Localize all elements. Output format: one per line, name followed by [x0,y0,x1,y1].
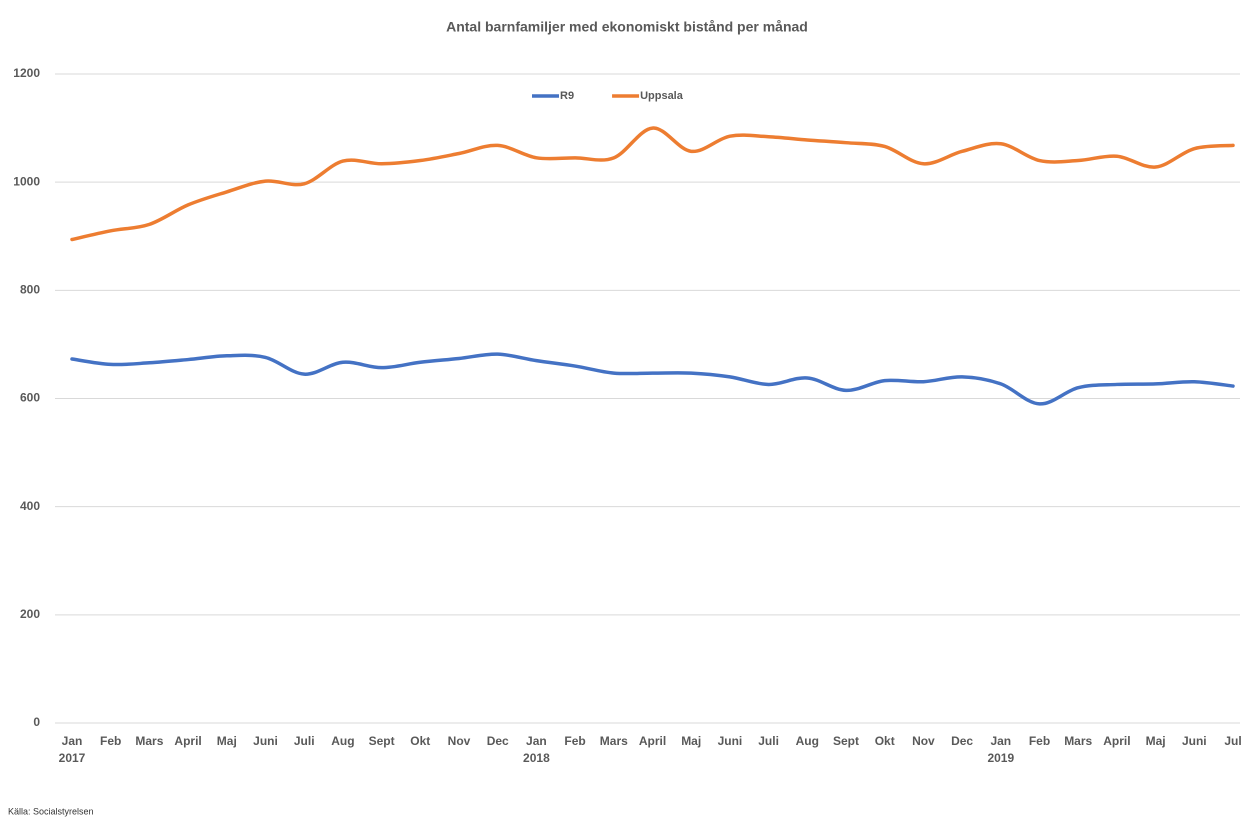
y-tick-label: 1200 [13,66,40,80]
x-tick-label: Juli [758,734,779,748]
x-tick-label: Feb [564,734,585,748]
y-tick-label: 200 [20,607,40,621]
x-tick-label: Sept [369,734,395,748]
x-year-label: 2018 [523,751,550,765]
y-tick-label: 600 [20,391,40,405]
x-tick-label: Mars [600,734,628,748]
x-tick-label: Okt [875,734,895,748]
source-note: Källa: Socialstyrelsen [8,806,94,816]
x-tick-label: Okt [410,734,430,748]
x-tick-label: Jul [1224,734,1241,748]
x-tick-label: Dec [487,734,509,748]
x-tick-label: April [1103,734,1130,748]
x-tick-label: Maj [681,734,701,748]
x-tick-label: Feb [100,734,121,748]
x-tick-label: Mars [1064,734,1092,748]
legend-label: Uppsala [640,90,684,102]
x-tick-label: Jan [62,734,83,748]
x-tick-label: Sept [833,734,859,748]
x-tick-label: Juni [1182,734,1207,748]
y-tick-label: 800 [20,283,40,297]
line-series [70,126,1235,242]
y-tick-label: 1000 [13,174,40,188]
y-tick-label: 0 [33,715,40,729]
x-tick-label: Nov [912,734,935,748]
x-tick-label: Dec [951,734,973,748]
x-tick-label: Jan [526,734,547,748]
x-tick-label: Nov [448,734,471,748]
x-tick-label: Juli [294,734,315,748]
x-tick-label: Mars [135,734,163,748]
chart-title: Antal barnfamiljer med ekonomiskt bistån… [446,19,808,35]
x-tick-label: Juni [253,734,278,748]
x-tick-label: Jan [990,734,1011,748]
line-series [70,352,1235,406]
x-year-label: 2017 [59,751,86,765]
x-tick-label: Juni [718,734,743,748]
x-tick-label: Feb [1029,734,1050,748]
x-tick-label: April [639,734,666,748]
x-tick-label: Maj [217,734,237,748]
y-tick-label: 400 [20,499,40,513]
x-tick-label: Aug [796,734,819,748]
x-tick-label: Maj [1146,734,1166,748]
x-tick-label: Aug [331,734,354,748]
legend-label: R9 [560,90,574,102]
x-tick-label: April [174,734,201,748]
x-year-label: 2019 [987,751,1014,765]
